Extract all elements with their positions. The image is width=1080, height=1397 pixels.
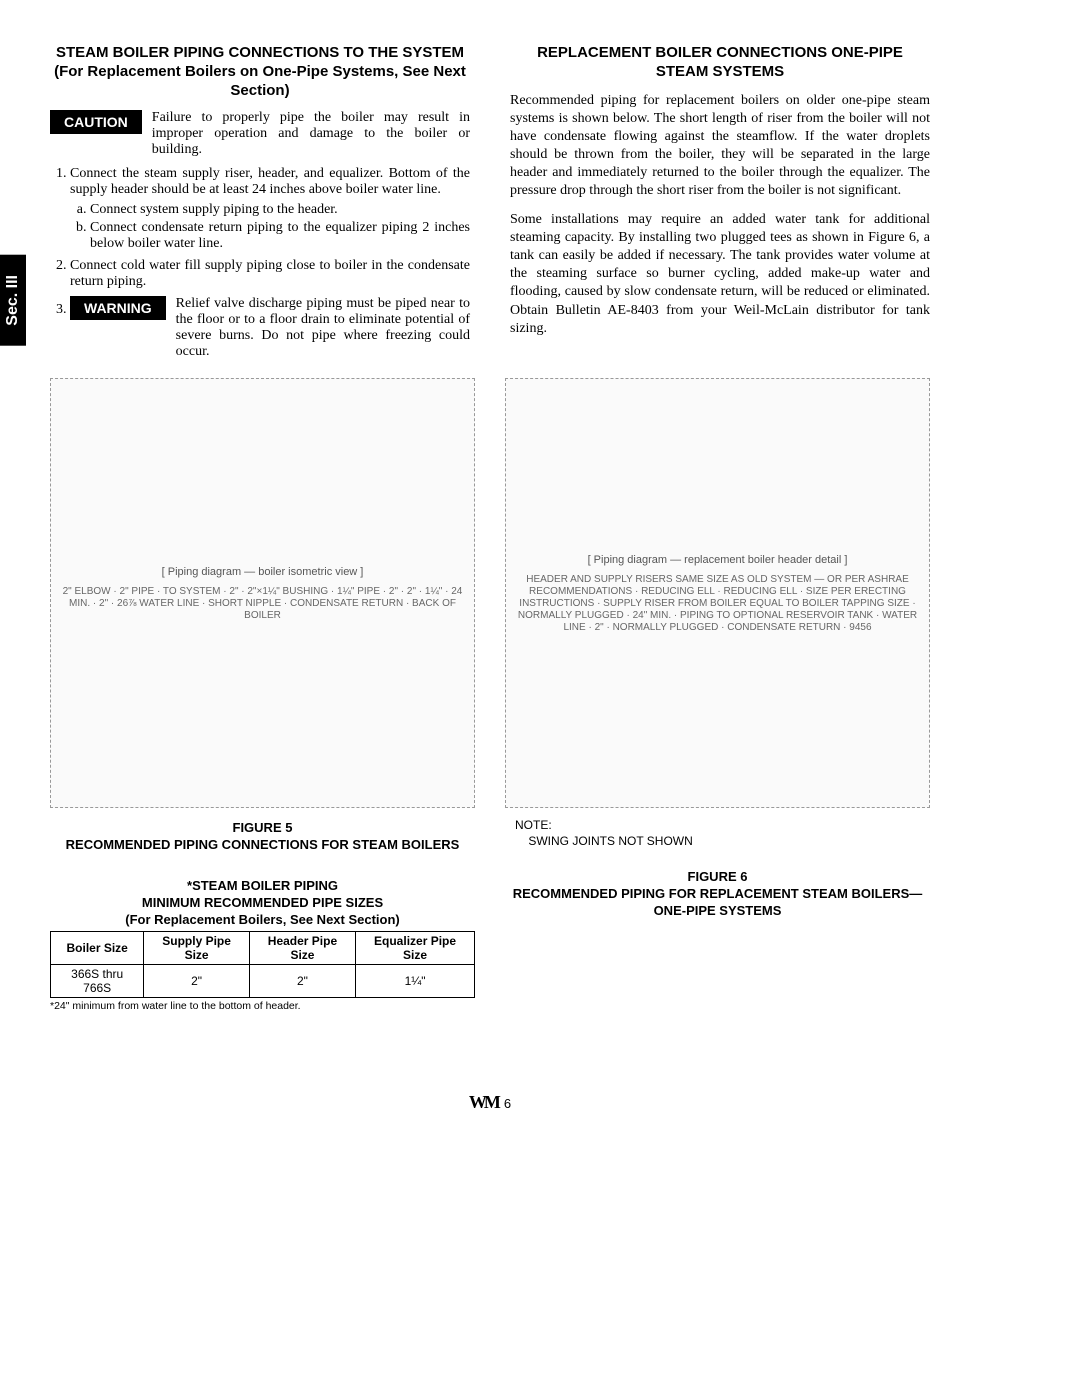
figure-6-placeholder-text: [ Piping diagram — replacement boiler he… — [588, 553, 848, 568]
figure-5-diagram: [ Piping diagram — boiler isometric view… — [50, 378, 475, 808]
figure-6-caption: FIGURE 6 RECOMMENDED PIPING FOR REPLACEM… — [505, 869, 930, 920]
page-number: 6 — [504, 1096, 511, 1111]
pipe-td-1: 2" — [144, 964, 250, 997]
right-heading: REPLACEMENT BOILER CONNECTIONS ONE-PIPE … — [510, 44, 930, 82]
pipe-th-0: Boiler Size — [51, 931, 144, 964]
right-para-1: Recommended piping for replacement boile… — [510, 92, 930, 201]
step-3: WARNING Relief valve discharge piping mu… — [70, 296, 470, 360]
step-1-sublist: Connect system supply piping to the head… — [70, 202, 470, 252]
warning-pill: WARNING — [70, 296, 166, 320]
caution-pill: CAUTION — [50, 110, 142, 134]
caution-block: CAUTION Failure to properly pipe the boi… — [50, 110, 470, 158]
figure-5-placeholder-text: [ Piping diagram — boiler isometric view… — [162, 565, 364, 580]
warning-text: Relief valve discharge piping must be pi… — [176, 296, 470, 360]
footer-logo: WM — [469, 1092, 498, 1112]
figure-6-column: [ Piping diagram — replacement boiler he… — [505, 378, 930, 1011]
figure-6-note-text: SWING JOINTS NOT SHOWN — [528, 834, 692, 848]
step-1-text: Connect the steam supply riser, header, … — [70, 166, 470, 197]
pipe-table-header-row: Boiler Size Supply Pipe Size Header Pipe… — [51, 931, 475, 964]
right-para-2: Some installations may require an added … — [510, 211, 930, 338]
left-heading: STEAM BOILER PIPING CONNECTIONS TO THE S… — [50, 44, 470, 100]
section-tab: Sec. III — [0, 255, 26, 346]
pipe-th-3: Equalizer Pipe Size — [356, 931, 475, 964]
left-column: STEAM BOILER PIPING CONNECTIONS TO THE S… — [50, 40, 470, 368]
step-1a: Connect system supply piping to the head… — [90, 202, 470, 218]
figure-6-labels: HEADER AND SUPPLY RISERS SAME SIZE AS OL… — [514, 574, 921, 634]
pipe-table-heading: *STEAM BOILER PIPING MINIMUM RECOMMENDED… — [125, 878, 400, 929]
pipe-size-table: Boiler Size Supply Pipe Size Header Pipe… — [50, 931, 475, 998]
right-column: REPLACEMENT BOILER CONNECTIONS ONE-PIPE … — [510, 40, 930, 368]
pipe-td-0: 366S thru 766S — [51, 964, 144, 997]
step-2: Connect cold water fill supply piping cl… — [70, 258, 470, 290]
figures-row: [ Piping diagram — boiler isometric view… — [50, 378, 930, 1011]
step-1b: Connect condensate return piping to the … — [90, 220, 470, 252]
top-two-column: STEAM BOILER PIPING CONNECTIONS TO THE S… — [50, 40, 930, 368]
pipe-table-data-row: 366S thru 766S 2" 2" 1¼" — [51, 964, 475, 997]
figure-5-column: [ Piping diagram — boiler isometric view… — [50, 378, 475, 1011]
steps-list: Connect the steam supply riser, header, … — [50, 166, 470, 360]
pipe-th-2: Header Pipe Size — [249, 931, 355, 964]
figure-6-note-label: NOTE: — [515, 818, 552, 832]
pipe-td-2: 2" — [249, 964, 355, 997]
pipe-th-1: Supply Pipe Size — [144, 931, 250, 964]
figure-6-note: NOTE: SWING JOINTS NOT SHOWN — [515, 818, 693, 849]
figure-6-diagram: [ Piping diagram — replacement boiler he… — [505, 378, 930, 808]
pipe-td-3: 1¼" — [356, 964, 475, 997]
figure-5-labels: 2" ELBOW · 2" PIPE · TO SYSTEM · 2" · 2"… — [59, 586, 466, 622]
figure-5-caption: FIGURE 5 RECOMMENDED PIPING CONNECTIONS … — [66, 820, 460, 854]
step-1: Connect the steam supply riser, header, … — [70, 166, 470, 252]
page-footer: WM 6 — [50, 1092, 930, 1113]
pipe-table-footnote: *24" minimum from water line to the bott… — [50, 1000, 301, 1012]
caution-text: Failure to properly pipe the boiler may … — [152, 110, 470, 158]
